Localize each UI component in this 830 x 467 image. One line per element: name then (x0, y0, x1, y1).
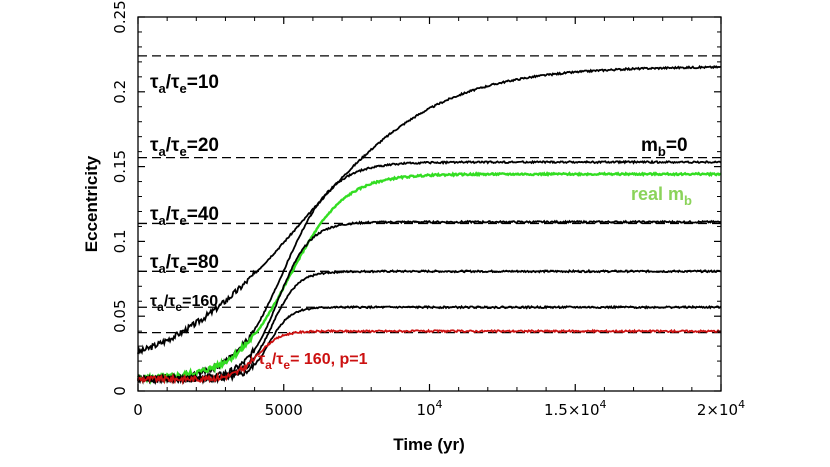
annotation-ratio-10: τa/τe=10 (150, 72, 219, 96)
x-tick-label-4: 2×104 (697, 398, 745, 419)
plot-frame (137, 16, 722, 392)
x-tick-label-2: 104 (416, 398, 442, 419)
annotation-real-mb: real mb (631, 184, 692, 208)
annotation-ratio-80: τa/τe=80 (150, 252, 219, 276)
series-line-2 (136, 171, 722, 385)
x-axis-title: Time (yr) (393, 435, 465, 454)
y-tick-label-4: 0.2 (111, 80, 129, 104)
data-series (136, 64, 722, 386)
annotation-ratio-160: τa/τe=160 (150, 293, 218, 314)
x-tick-label-3: 1.5×104 (544, 398, 607, 419)
annotation-ratio-40: τa/τe=40 (150, 204, 219, 228)
y-tick-label-1: 0.05 (111, 299, 129, 332)
series-line-6 (137, 328, 722, 386)
annotation-ratio-160-p1: τa/τe= 160, p=1 (258, 351, 368, 372)
x-tick-label-1: 5000 (265, 401, 303, 419)
y-tick-label-5: 0.25 (111, 0, 129, 33)
y-tick-label-3: 0.15 (111, 150, 129, 183)
y-tick-label-0: 0 (111, 386, 129, 396)
y-tick-label-2: 0.1 (111, 229, 129, 253)
annotation-mb-zero: mb=0 (641, 135, 688, 159)
series-line-3 (137, 219, 722, 385)
series-line-5 (137, 304, 722, 386)
y-axis-title: Eccentricity (82, 155, 101, 252)
series-line-4 (137, 268, 722, 385)
x-tick-label-0: 0 (133, 401, 143, 419)
annotation-ratio-20: τa/τe=20 (150, 135, 219, 159)
axis-ticks (137, 16, 722, 392)
tick-labels: 0 5000 104 1.5×104 2×104 0 0.05 0.1 0.15 0.2 0.25 (111, 0, 745, 419)
series-line-0 (137, 64, 722, 356)
